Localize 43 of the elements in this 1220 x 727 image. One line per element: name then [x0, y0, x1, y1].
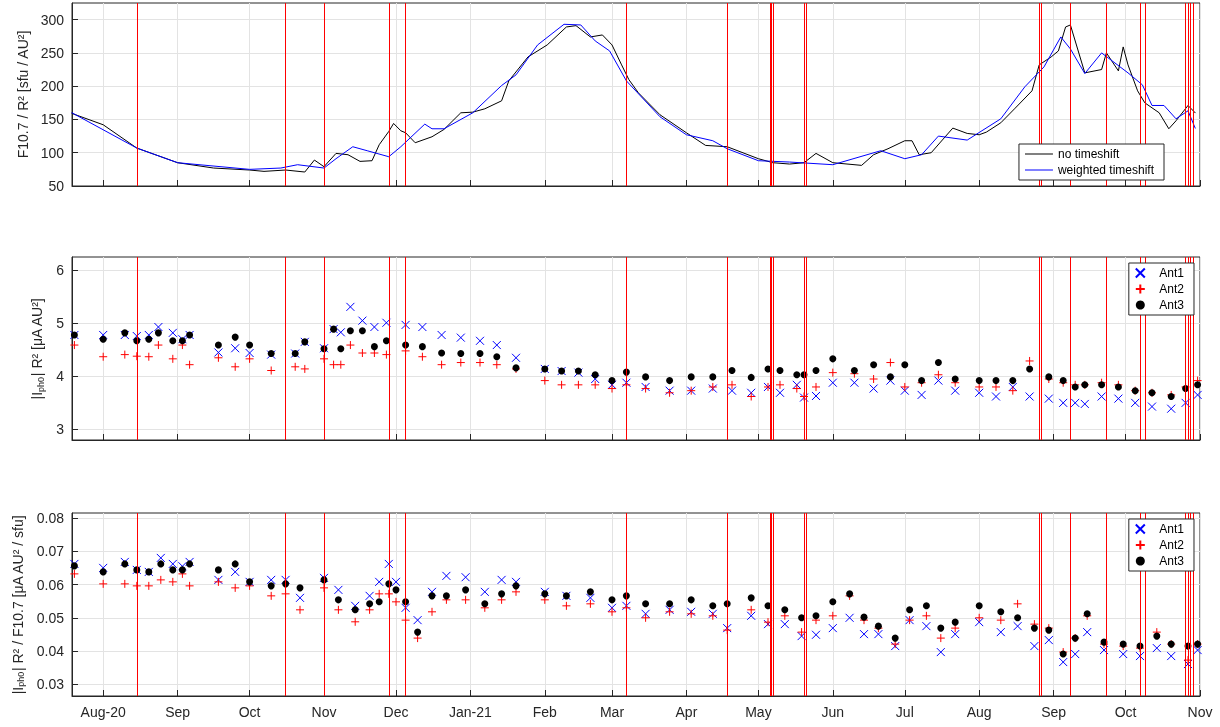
- y-tick-label: 50: [48, 178, 65, 194]
- x-tick-label: May: [745, 704, 772, 720]
- y-tick-label: 5: [56, 315, 65, 332]
- y-axis-title: |Iph0| R² [μA AU²]: [29, 298, 46, 400]
- y-tick-label: 0.07: [36, 543, 65, 560]
- x-tick-label: Oct: [238, 704, 261, 720]
- legend-label: Ant1: [1159, 266, 1185, 280]
- x-tick-label: Jul: [895, 704, 914, 720]
- x-tick-label: Nov: [311, 704, 337, 720]
- y-tick-label: 200: [40, 78, 65, 95]
- x-tick-label: Feb: [532, 704, 558, 720]
- x-tick-label: Aug: [966, 704, 992, 720]
- legend-label: weighted timeshift: [1056, 163, 1155, 177]
- legend-label: Ant3: [1159, 298, 1185, 312]
- legend-label: Ant2: [1159, 538, 1185, 552]
- y-tick-label: 0.04: [36, 643, 65, 660]
- x-tick-label: Sep: [1041, 704, 1067, 720]
- y-tick-label: 6: [56, 262, 65, 279]
- x-tick-label: Jan-21: [448, 704, 493, 720]
- y-tick-label: 4: [56, 368, 65, 385]
- y-tick-label: 250: [40, 44, 65, 61]
- legend-label: Ant2: [1159, 282, 1185, 296]
- y-axis-title: F10.7 / R² [sfu / AU²]: [14, 30, 31, 159]
- y-tick-label: 3: [56, 421, 65, 438]
- x-tick-label: Mar: [599, 704, 625, 720]
- legend-label: Ant3: [1159, 554, 1185, 568]
- x-tick-label: Aug-20: [80, 704, 126, 720]
- y-axis-title: |Iph0| R² / F10.7 [μA AU² / sfu]: [9, 515, 27, 695]
- y-tick-label: 0.08: [36, 509, 65, 526]
- x-tick-label: Apr: [675, 704, 698, 720]
- y-tick-label: 150: [40, 111, 65, 128]
- y-tick-label: 0.06: [36, 576, 65, 593]
- x-tick-label: Jun: [821, 704, 845, 720]
- y-tick-label: 100: [40, 144, 65, 161]
- y-tick-label: 0.03: [36, 676, 65, 693]
- legend-label: no timeshift: [1057, 147, 1120, 161]
- y-tick-label: 0.05: [36, 609, 65, 626]
- x-tick-label: Nov: [1187, 704, 1213, 720]
- y-tick-label: 300: [40, 11, 65, 28]
- x-tick-label: Sep: [165, 704, 191, 720]
- x-tick-label: Oct: [1114, 704, 1137, 720]
- x-tick-label: Dec: [383, 704, 409, 720]
- legend-label: Ant1: [1159, 522, 1185, 536]
